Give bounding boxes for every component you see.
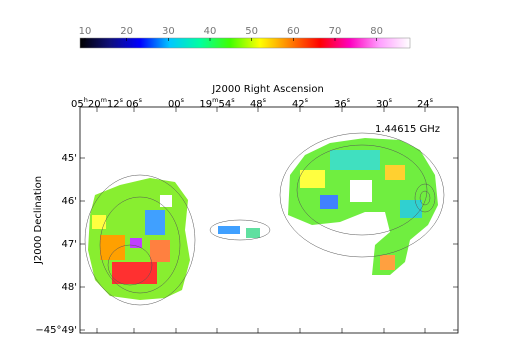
x-tick-label: 00s xyxy=(168,96,185,110)
colorbar-tick-label: 60 xyxy=(287,26,300,37)
emission-patch xyxy=(100,235,125,260)
x-tick-label: 36s xyxy=(334,96,351,110)
y-tick-label: 48' xyxy=(62,282,77,293)
colorbar-tick-label: 10 xyxy=(79,26,92,37)
emission-patch xyxy=(400,200,422,218)
emission-patch xyxy=(130,238,142,248)
x-tick-label: 48s xyxy=(250,96,267,110)
annotation: 1.44615 GHz xyxy=(375,124,440,135)
y-tick-label: 46' xyxy=(62,196,77,207)
emission-patch xyxy=(160,195,172,207)
emission-patch xyxy=(330,150,380,170)
emission-patch xyxy=(145,210,165,235)
emission-region xyxy=(246,228,260,238)
y-tick-label: −45°49' xyxy=(35,325,77,336)
emission-patch xyxy=(300,170,325,188)
colorbar-tick-label: 20 xyxy=(120,26,133,37)
emission-region xyxy=(218,226,240,234)
emission-patch xyxy=(380,255,395,270)
colorbar-tick-label: 50 xyxy=(245,26,258,37)
x-tick-label: 19m54s xyxy=(199,96,235,110)
colorbar-tick-label: 80 xyxy=(370,26,383,37)
colorbar-tick-label: 70 xyxy=(329,26,342,37)
emission-patch xyxy=(385,165,405,180)
y-tick-label: 45' xyxy=(62,153,77,164)
emission-patch xyxy=(150,240,170,262)
colorbar-tick-label: 40 xyxy=(204,26,217,37)
colorbar-tick-label: 30 xyxy=(162,26,175,37)
x-tick-label: 05h20m12s xyxy=(71,96,124,110)
x-tick-label: 30s xyxy=(376,96,393,110)
emission-patch xyxy=(320,195,338,209)
contours xyxy=(84,132,445,306)
x-tick-label: 42s xyxy=(292,96,309,110)
y-axis-label: J2000 Declination xyxy=(33,176,44,265)
emission-map xyxy=(84,132,445,306)
emission-patch xyxy=(92,215,106,229)
x-tick-label: 24s xyxy=(417,96,434,110)
emission-patch xyxy=(350,180,372,202)
y-tick-label: 47' xyxy=(62,239,77,250)
colorbar xyxy=(79,37,411,49)
x-tick-label: 06s xyxy=(126,96,143,110)
emission-patch xyxy=(112,262,157,284)
x-axis-label: J2000 Right Ascension xyxy=(211,84,324,95)
plot-frame xyxy=(79,106,459,334)
